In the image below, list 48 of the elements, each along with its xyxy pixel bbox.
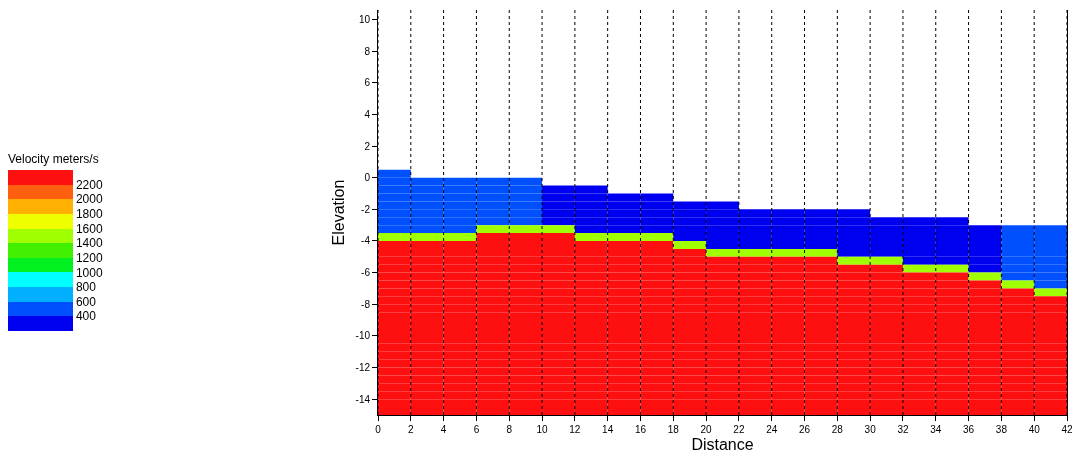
x-tick-label: 12 [569,424,581,435]
x-tick-label: 34 [930,424,942,435]
y-tick-label: -8 [361,298,371,310]
x-tick-label: 26 [798,424,811,435]
x-tick-label: 18 [667,424,680,435]
y-tick-label: -4 [361,235,371,247]
x-tick-label: 24 [766,424,778,435]
y-tick-label: 6 [364,77,371,89]
x-tick-label: 0 [375,424,382,435]
x-tick-label: 8 [506,424,513,435]
color-bar-label: 2200 [75,177,103,192]
color-bar-label: 800 [75,280,97,295]
y-tick-label: 4 [364,108,371,120]
y-tick-label: -6 [361,267,371,279]
x-tick-label: 36 [963,424,975,435]
x-tick-label: 6 [473,424,480,435]
y-tick-label: -2 [361,203,371,215]
y-tick-label: -14 [355,393,371,405]
x-tick-label: 16 [634,424,647,435]
x-tick-label: 32 [897,424,909,435]
x-tick-label: 30 [864,424,877,435]
color-bar-label: 1600 [75,221,103,236]
x-tick-label: 28 [831,424,844,435]
y-tick-label: 0 [364,172,371,184]
x-tick-label: 2 [408,424,415,435]
color-bar-label: 1000 [75,265,103,280]
color-bar-label: 2000 [75,192,103,207]
y-tick-label: 10 [358,13,371,25]
color-bar-label: 1200 [75,250,103,265]
color-bar-title: Velocity meters/s [8,151,99,166]
x-tick-label: 38 [995,424,1008,435]
y-tick-label: 2 [364,140,371,152]
color-bar-label: 1400 [75,236,103,251]
y-tick-label: -10 [355,330,371,342]
y-axis-title: Elevation [330,179,348,246]
color-bar-label: 600 [75,294,97,309]
y-tick-label: -12 [355,362,371,374]
y-tick-label: 8 [364,45,371,57]
x-tick-label: 22 [733,424,745,435]
x-tick-label: 14 [602,424,614,435]
color-bar-label: 1800 [75,206,103,221]
x-tick-label: 20 [700,424,713,435]
x-tick-label: 10 [536,424,549,435]
x-tick-label: 42 [1061,424,1073,435]
x-tick-label: 4 [440,424,447,435]
x-axis-title: Distance [691,435,754,453]
x-tick-label: 40 [1028,424,1041,435]
color-bar-label: 400 [75,309,97,324]
